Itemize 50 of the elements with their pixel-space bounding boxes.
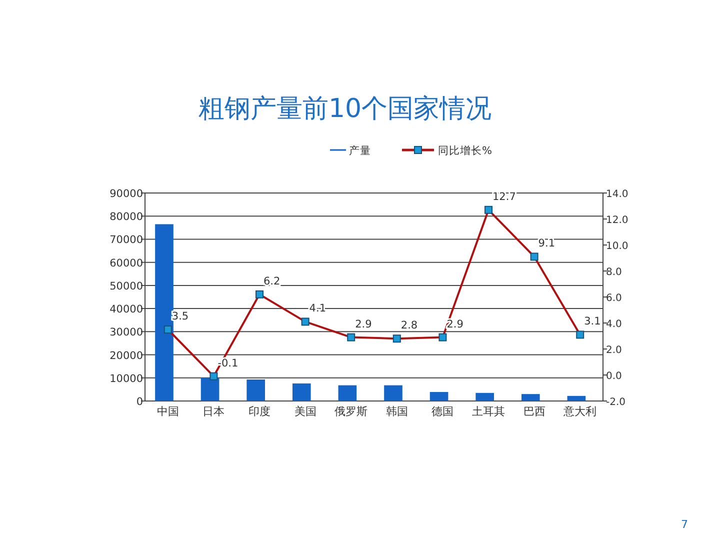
y2-tick-label: 0.0 — [606, 371, 622, 382]
legend-label: 产量 — [349, 144, 371, 157]
y-tick-label: 50000 — [110, 280, 143, 292]
legend-label: 同比增长% — [438, 144, 492, 157]
y2-tick-label: 10.0 — [606, 241, 628, 252]
bar — [430, 392, 448, 401]
x-tick-label: 日本 — [202, 405, 225, 418]
bar — [384, 385, 402, 401]
bar — [567, 396, 586, 401]
data-label: 2.9 — [446, 318, 464, 330]
bar — [476, 392, 494, 401]
y-tick-label: 40000 — [110, 304, 143, 316]
x-tick-label: 德国 — [432, 405, 454, 418]
x-tick-label: 中国 — [156, 405, 179, 418]
y-tick-label: 10000 — [110, 372, 143, 385]
x-tick-label: 印度 — [248, 405, 270, 418]
x-tick-label: 意大利 — [562, 405, 597, 418]
y2-tick-label: 4.0 — [606, 319, 622, 330]
y-tick-label: 60000 — [110, 257, 143, 270]
bar — [292, 383, 311, 401]
x-tick-label: 美国 — [294, 405, 316, 418]
y-tick-label: 90000 — [110, 188, 143, 200]
y-tick-label: 20000 — [110, 350, 143, 362]
data-label: 12.7 — [492, 190, 516, 203]
data-label: 3.1 — [584, 316, 601, 328]
y-tick-label: 30000 — [110, 326, 143, 339]
data-label: 2.9 — [355, 318, 372, 330]
data-label: 2.8 — [400, 320, 418, 332]
y2-tick-label: 8.0 — [606, 267, 622, 278]
y-tick-label: 0 — [136, 396, 143, 408]
x-tick-label: 俄罗斯 — [334, 405, 368, 418]
x-tick-label: 韩国 — [386, 405, 408, 418]
bar — [521, 394, 540, 401]
y2-tick-label: 6.0 — [606, 293, 622, 304]
y2-tick-label: -2.0 — [606, 397, 626, 408]
chart-title: 粗钢产量前10个国家情况 — [198, 94, 492, 124]
bar — [338, 385, 357, 401]
text: 7 — [681, 518, 688, 531]
y2-tick-label: 2.0 — [606, 345, 622, 356]
y-tick-label: 70000 — [110, 234, 143, 246]
y-tick-label: 80000 — [110, 211, 143, 224]
y2-tick-label: 12.0 — [606, 215, 628, 226]
x-tick-label: 巴西 — [523, 405, 546, 418]
bar — [200, 378, 220, 401]
bar — [155, 224, 174, 401]
bar — [246, 380, 265, 401]
data-label: 9.1 — [538, 238, 556, 250]
y2-tick-label: 14.0 — [606, 189, 628, 200]
data-label: 6.2 — [264, 275, 280, 288]
x-tick-label: 土耳其 — [472, 405, 505, 418]
